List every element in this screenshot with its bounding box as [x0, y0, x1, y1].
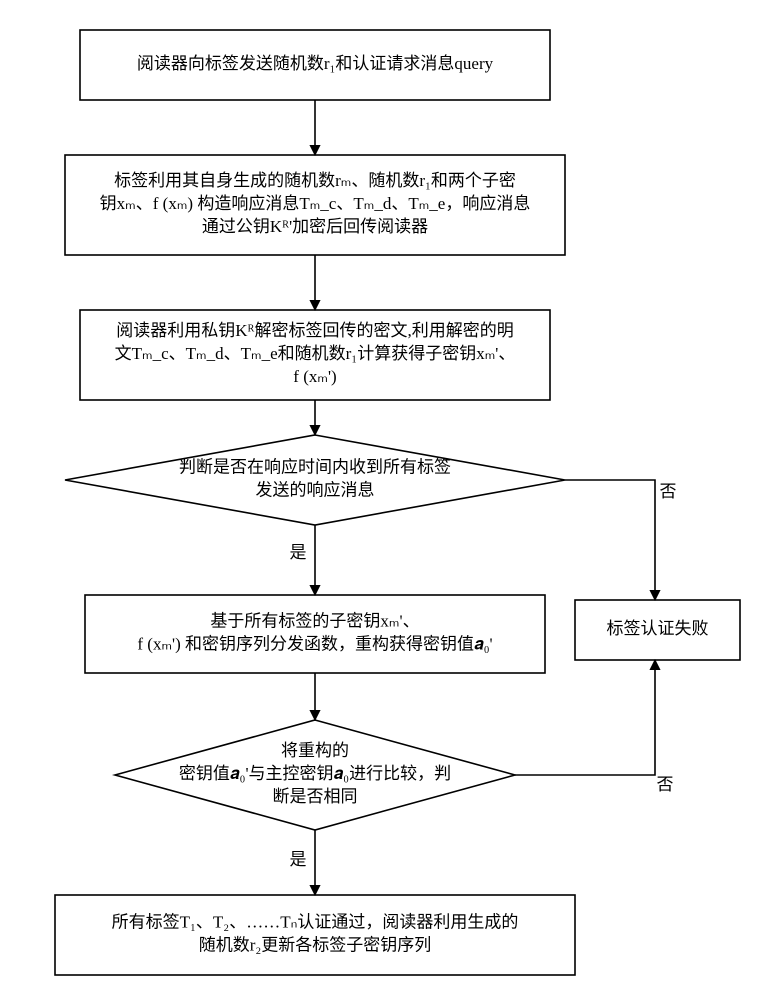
node-n1: 阅读器向标签发送随机数r₁和认证请求消息query: [80, 30, 550, 100]
node-d1: 判断是否在响应时间内收到所有标签发送的响应消息: [65, 435, 565, 525]
node-text: 标签利用其自身生成的随机数rₘ、随机数r₁和两个子密: [114, 171, 516, 190]
edge-e8: [515, 660, 655, 775]
node-d2: 将重构的密钥值𝒂₀'与主控密钥𝒂₀进行比较，判断是否相同: [115, 720, 515, 830]
node-text: 阅读器利用私钥Kᴿ解密标签回传的密文,利用解密的明: [116, 321, 514, 340]
edge-label: 否: [660, 482, 677, 501]
node-text: 钥xₘ、f (xₘ) 构造响应消息Tₘ_c、Tₘ_d、Tₘ_e，响应消息: [100, 194, 531, 213]
edge-label: 否: [657, 775, 674, 794]
node-n4: 基于所有标签的子密钥xₘ'、 f (xₘ') 和密钥序列分发函数，重构获得密钥值𝒂…: [85, 595, 545, 673]
edge-label: 是: [290, 850, 307, 869]
node-n5: 所有标签T₁、T₂、……Tₙ认证通过，阅读器利用生成的随机数r₂更新各标签子密钥…: [55, 895, 575, 975]
node-text: 标签认证失败: [607, 619, 709, 638]
node-text: 判断是否在响应时间内收到所有标签: [179, 457, 451, 476]
node-nf: 标签认证失败: [575, 600, 740, 660]
edge-label: 是: [290, 543, 307, 562]
flowchart-canvas: 阅读器向标签发送随机数r₁和认证请求消息query 标签利用其自身生成的随机数rₘ…: [0, 0, 765, 1000]
node-text: 阅读器向标签发送随机数r₁和认证请求消息query: [137, 54, 494, 73]
node-text: 断是否相同: [273, 787, 358, 806]
node-text: f (xₘ') 和密钥序列分发函数，重构获得密钥值𝒂₀': [137, 634, 492, 653]
node-text: 所有标签T₁、T₂、……Tₙ认证通过，阅读器利用生成的: [112, 912, 519, 931]
node-text: 将重构的: [281, 741, 349, 760]
node-text: 随机数r₂更新各标签子密钥序列: [199, 935, 432, 954]
node-text: 密钥值𝒂₀'与主控密钥𝒂₀进行比较，判: [179, 764, 451, 783]
node-n2: 标签利用其自身生成的随机数rₘ、随机数r₁和两个子密钥xₘ、f (xₘ) 构造响…: [65, 155, 565, 255]
node-text: 通过公钥Kᴿ'加密后回传阅读器: [202, 217, 428, 236]
node-text: 文Tₘ_c、Tₘ_d、Tₘ_e和随机数r₁计算获得子密钥xₘ'、: [115, 344, 516, 363]
edge-e5: [565, 480, 655, 600]
node-text: 发送的响应消息: [256, 480, 375, 499]
node-n3: 阅读器利用私钥Kᴿ解密标签回传的密文,利用解密的明文Tₘ_c、Tₘ_d、Tₘ_e…: [80, 310, 550, 400]
node-text: 基于所有标签的子密钥xₘ'、: [210, 611, 419, 630]
node-text: f (xₘ'): [293, 367, 336, 386]
